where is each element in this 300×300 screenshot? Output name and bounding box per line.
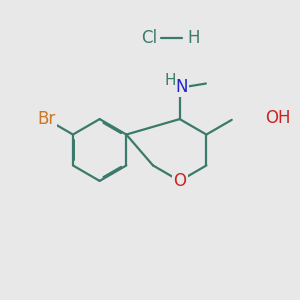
Text: Br: Br	[37, 110, 56, 128]
Text: Cl: Cl	[142, 29, 158, 47]
Text: OH: OH	[265, 110, 291, 128]
Text: N: N	[175, 78, 188, 96]
Text: H: H	[164, 73, 176, 88]
Text: H: H	[187, 29, 200, 47]
Text: O: O	[173, 172, 186, 190]
